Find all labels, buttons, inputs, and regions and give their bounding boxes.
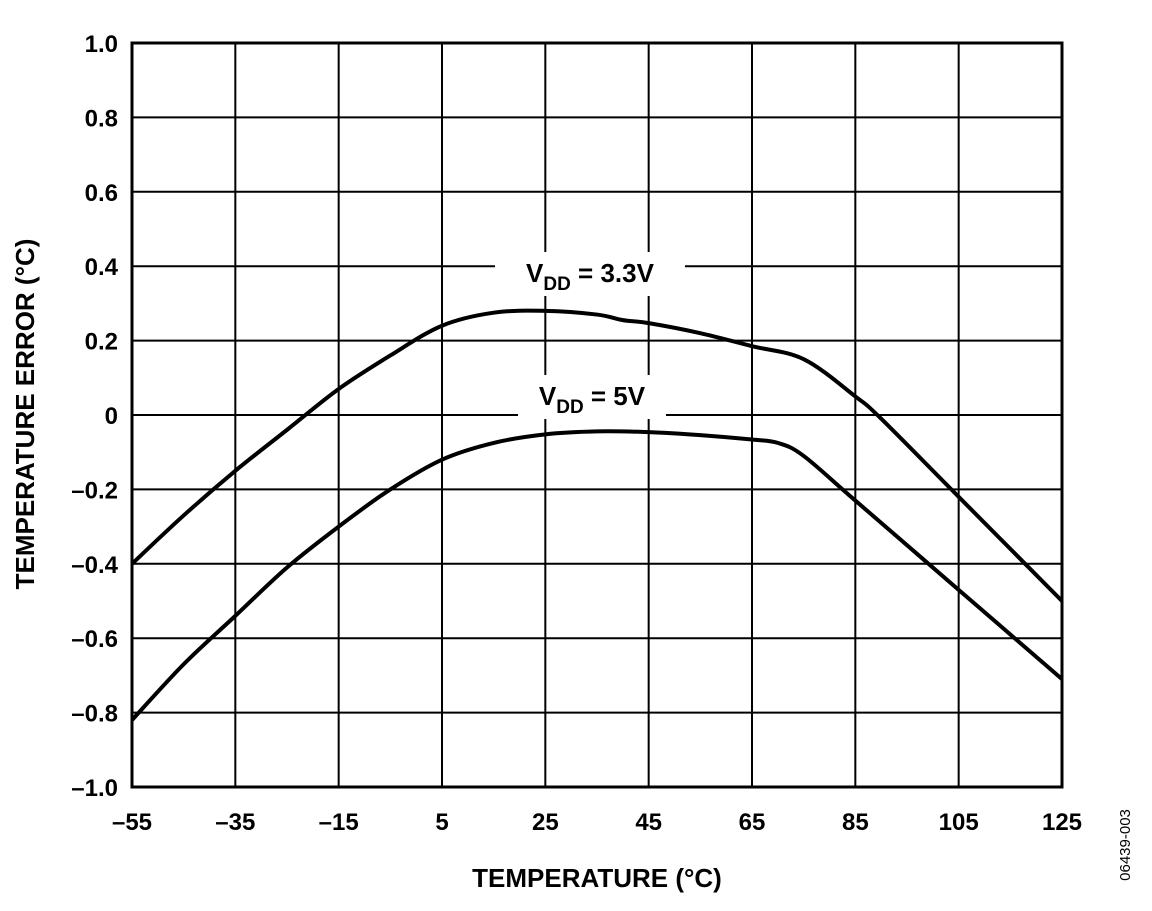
series-line-vdd-3-3v	[130, 308, 1064, 603]
x-tick-label: 105	[939, 809, 979, 836]
series-label-value: = 3.3V	[571, 258, 655, 288]
series-line-vdd-5v	[130, 429, 1064, 722]
series-label-background	[495, 252, 685, 296]
x-tick-label: 65	[739, 809, 766, 836]
x-tick-label: 45	[635, 809, 662, 836]
curves	[130, 308, 1064, 722]
series-label-main: V	[539, 381, 557, 411]
x-tick-label: 85	[842, 809, 869, 836]
series-label: VDD = 3.3V	[526, 258, 655, 295]
series-label-subscript: DD	[543, 274, 570, 295]
series-label-background	[518, 375, 666, 419]
y-tick-label: –0.4	[71, 552, 118, 579]
y-tick-label: –1.0	[71, 775, 118, 802]
y-tick-label: –0.2	[71, 477, 118, 504]
x-tick-label: –15	[319, 809, 359, 836]
series-label-main: V	[526, 258, 544, 288]
y-tick-label: 1.0	[85, 31, 118, 58]
x-tick-label: 5	[435, 809, 448, 836]
y-axis-label: TEMPERATURE ERROR (°C)	[10, 239, 40, 590]
y-tick-label: 0.4	[85, 254, 119, 281]
x-tick-label: –35	[215, 809, 255, 836]
series-label: VDD = 5V	[539, 381, 646, 418]
x-tick-label: 25	[532, 809, 559, 836]
plot-frame	[130, 41, 1064, 789]
y-tick-label: 0.2	[85, 329, 118, 356]
x-tick-label: –55	[112, 809, 152, 836]
y-tick-label: 0.8	[85, 105, 118, 132]
y-tick-label: –0.8	[71, 701, 118, 728]
y-tick-label: 0	[105, 403, 118, 430]
y-tick-label: –0.6	[71, 626, 118, 653]
x-axis-label: TEMPERATURE (°C)	[472, 863, 722, 893]
figure-id: 06439-003	[1117, 809, 1134, 881]
tick-labels: –55 –35 –15 5 25 45 65 85 105 125 1.0 0.8 0.6 0.4 0.2 0…	[71, 31, 1082, 836]
series-label-value: = 5V	[584, 381, 646, 411]
series-label-subscript: DD	[556, 397, 583, 418]
x-tick-label: 125	[1042, 809, 1082, 836]
y-tick-label: 0.6	[85, 180, 118, 207]
